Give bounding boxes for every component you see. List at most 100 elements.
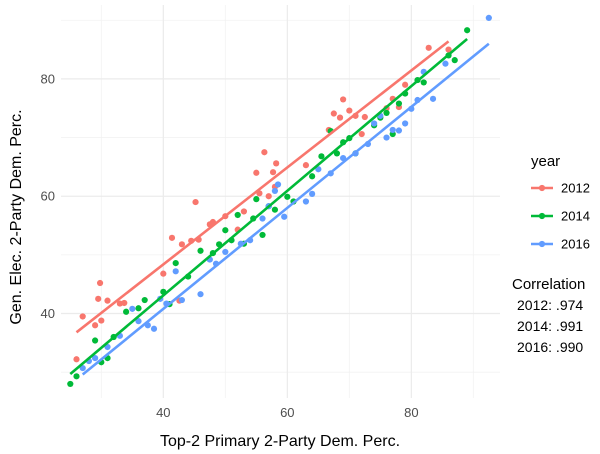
legend-label-2016: 2016 [561,237,590,252]
data-point-2012 [269,169,277,176]
data-point-2016 [129,305,136,312]
data-point-2016 [442,60,449,67]
legend-title: year [531,153,560,170]
correlation-2012: 2012: .974 [517,297,583,313]
data-point-2016 [222,248,229,256]
data-point-2012 [240,208,248,215]
data-point-2014 [464,27,471,34]
data-point-2012 [253,169,260,176]
data-point-2016 [402,120,409,127]
fit-lines [69,38,490,376]
data-point-2016 [315,166,322,173]
data-point-2014 [318,153,325,160]
data-point-2012 [160,270,167,277]
data-point-2014 [222,227,229,234]
data-point-2012 [192,198,199,206]
data-point-2012 [92,322,99,329]
correlation-2016: 2016: .990 [517,339,583,355]
legend-key-point-2016 [538,240,546,248]
data-point-2014 [420,79,427,86]
data-point-2014 [197,247,204,254]
data-point-2014 [383,109,390,117]
data-point-2012 [336,114,344,121]
data-point-2016 [259,215,266,222]
legend-key-point-2014 [538,212,546,220]
data-point-2016 [92,355,99,362]
data-point-2012 [95,295,102,302]
x-tick-label: 60 [280,405,294,420]
y-tick-label: 60 [41,189,55,204]
data-point-2012 [104,297,111,304]
data-point-2016 [281,213,288,220]
data-point-2012 [265,193,272,200]
legend: year 2012 2014 2016 [531,153,590,252]
x-axis-title: Top-2 Primary 2-Party Dem. Perc. [160,433,400,450]
data-point-2016 [389,126,396,134]
data-point-2012 [98,317,105,324]
data-point-2016 [271,187,279,195]
legend-label-2014: 2014 [561,209,590,224]
data-point-2012 [425,44,432,51]
data-point-2016 [150,325,158,332]
data-point-2014 [284,193,291,200]
data-point-2014 [451,57,458,64]
data-point-2014 [172,259,179,267]
data-point-2012 [79,313,86,320]
data-point-2014 [259,231,266,239]
data-point-2012 [340,96,347,103]
data-point-2016 [383,134,390,141]
data-point-2014 [309,173,316,180]
data-point-2014 [271,206,279,213]
data-point-2016 [485,14,492,22]
legend-keys: 2012 2014 2016 [531,181,590,252]
data-point-2014 [73,373,80,380]
data-point-2016 [371,120,378,127]
fit-line-2016 [81,42,490,376]
data-point-2016 [197,291,204,298]
data-point-2014 [395,100,403,107]
data-point-2014 [234,211,241,219]
data-point-2012 [445,46,452,53]
y-tick-label: 40 [41,306,55,321]
data-point-2012 [402,81,409,88]
data-point-2016 [309,190,316,197]
correlation-title: Correlation [512,276,585,293]
data-point-2012 [96,279,104,287]
data-point-2014 [67,380,74,388]
data-point-2016 [135,318,142,325]
data-point-2012 [302,162,310,169]
data-point-2012 [273,160,280,167]
data-point-2016 [172,268,179,275]
data-point-2016 [274,181,282,188]
data-point-2016 [395,127,403,134]
data-point-2014 [253,196,260,203]
data-point-2014 [135,305,142,312]
x-tick-label: 40 [156,405,170,420]
data-point-2012 [330,110,337,117]
data-point-2012 [346,107,353,114]
data-point-2012 [361,113,368,121]
tick-labels: 40 60 80 40 60 80 [41,71,419,420]
fit-line-2012 [75,40,450,334]
correlation-2014: 2014: .991 [517,318,583,334]
data-point-2016 [178,296,186,304]
data-point-2012 [261,149,268,156]
data-point-2014 [141,296,148,304]
x-tick-label: 80 [404,405,418,420]
data-point-2016 [302,198,310,205]
correlation-annotation: Correlation 2012: .974 2014: .991 2016: … [512,276,585,355]
data-point-2012 [178,241,186,248]
y-axis-title: Gen. Elec. 2-Party Dem. Perc. [8,109,25,324]
legend-key-point-2012 [538,184,546,192]
data-point-2012 [121,299,128,307]
data-point-2012 [73,356,80,363]
data-point-2012 [168,234,176,241]
data-point-2014 [123,308,130,315]
data-point-2014 [92,337,99,344]
fit-line-2014 [69,38,468,375]
y-tick-label: 80 [41,71,55,86]
data-point-2016 [79,364,86,372]
data-point-2012 [358,130,365,138]
data-point-2016 [429,95,437,102]
